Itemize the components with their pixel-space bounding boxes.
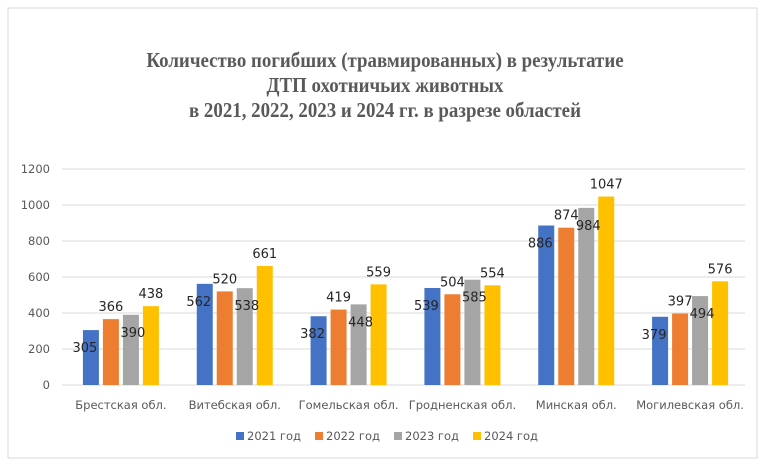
data-label: 520 [212,272,237,287]
data-label: 438 [139,287,164,302]
x-category-label: Гомельская обл. [299,398,399,412]
legend-swatch [315,432,323,440]
bar-2021-год [424,287,441,385]
x-category-label: Могилевская обл. [636,398,744,412]
legend-item: 2023 год [394,429,459,443]
bar-2023-год [578,207,595,385]
y-tick-label: 1200 [21,162,50,176]
y-tick-label: 800 [28,234,50,248]
bar-2024-год [370,284,387,385]
data-label: 585 [462,291,487,306]
bar-2022-год [102,319,119,385]
legend-item: 2024 год [473,429,538,443]
bar-2024-год [256,266,273,385]
legend-swatch [394,432,402,440]
legend-swatch [236,432,244,440]
bar-2023-год [122,314,139,385]
data-label: 562 [186,295,211,310]
data-label: 305 [73,341,98,356]
data-label: 1047 [590,178,623,193]
x-category-label: Гродненская обл. [409,398,516,412]
bar-2023-год [692,296,709,385]
data-label: 448 [348,315,373,330]
chart-title-line-1: Количество погибших (травмированных) в р… [146,49,623,72]
chart-title-line-2: ДТП охотничьих животных [267,74,504,97]
y-tick-label: 1000 [21,198,50,212]
data-label: 366 [99,300,124,315]
data-label: 504 [440,275,465,290]
bar-2024-год [142,306,159,385]
bar-2022-год [330,309,347,385]
bar-2021-год [538,225,555,385]
data-label: 382 [300,327,325,342]
legend-swatch [473,432,481,440]
y-tick-label: 600 [28,270,50,284]
data-label: 886 [528,237,553,252]
bar-2021-год [82,330,99,385]
data-label: 397 [668,295,693,310]
data-label: 984 [576,219,601,234]
data-label: 494 [690,307,715,322]
bar-2022-год [444,294,461,385]
bar-2024-год [712,281,729,385]
bar-2023-год [464,279,481,385]
y-tick-label: 200 [28,342,50,356]
legend-label: 2021 год [247,429,301,443]
bar-2022-год [216,291,233,385]
bar-2021-год [196,283,213,385]
bar-2023-год [350,304,367,385]
bar-2024-год [484,285,501,385]
bar-2021-год [310,316,327,385]
data-label: 419 [326,291,351,306]
x-category-label: Брестская обл. [75,398,166,412]
bar-2022-год [672,313,689,385]
y-tick-label: 400 [28,306,50,320]
legend-label: 2022 год [326,429,380,443]
data-label: 559 [366,265,391,280]
legend-label: 2023 год [405,429,459,443]
legend-item: 2022 год [315,429,380,443]
bar-2021-год [652,316,669,385]
data-label: 390 [121,326,146,341]
data-label: 554 [480,266,505,281]
data-label: 538 [234,299,259,314]
legend-label: 2024 год [484,429,538,443]
x-category-label: Минская обл. [536,398,617,412]
y-tick-label: 0 [43,378,50,392]
data-label: 874 [554,209,579,224]
bar-2022-год [558,227,575,385]
data-label: 576 [708,262,733,277]
data-label: 661 [252,247,277,262]
bar-2024-год [598,196,615,385]
data-label: 379 [642,328,667,343]
x-category-label: Витебская обл. [189,398,281,412]
bar-2023-год [236,288,253,385]
chart-title-line-3: в 2021, 2022, 2023 и 2024 гг. в разрезе … [189,99,581,122]
legend-item: 2021 год [236,429,301,443]
data-label: 539 [414,299,439,314]
